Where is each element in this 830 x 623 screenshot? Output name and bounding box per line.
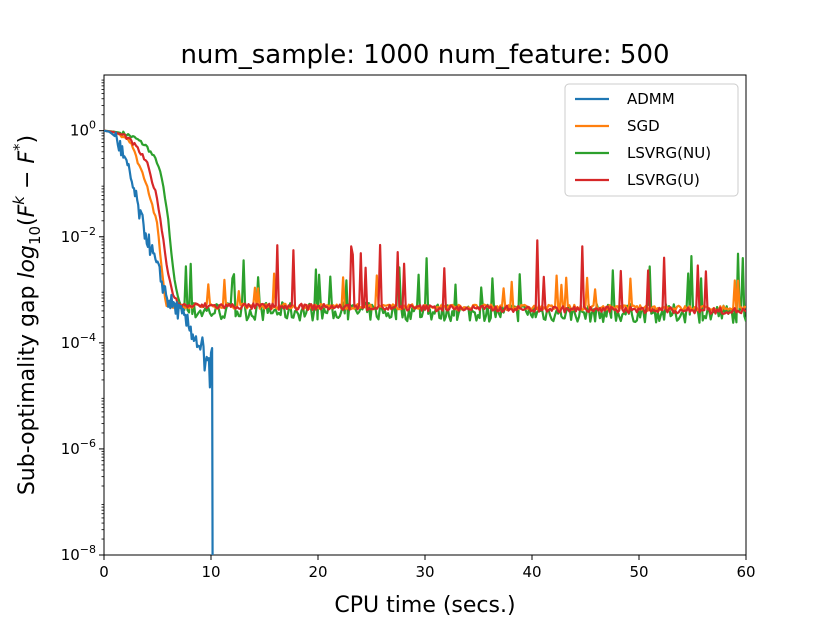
x-tick-label: 30: [415, 563, 434, 581]
y-tick-label: 10−4: [61, 331, 96, 352]
x-tick-label: 40: [522, 563, 541, 581]
chart-title: num_sample: 1000 num_feature: 500: [180, 40, 669, 70]
legend-entry: ADMM: [627, 90, 675, 108]
series-line-admm: [104, 129, 214, 555]
x-tick-label: 20: [308, 563, 327, 581]
y-tick-label: 10−2: [61, 225, 96, 246]
y-axis-label-prefix: Sub-optimality gap: [15, 279, 40, 496]
x-tick-label: 60: [736, 563, 755, 581]
y-axis-label-math: log: [15, 245, 40, 279]
y-tick-label: 10−6: [61, 437, 96, 458]
x-tick-label: 50: [629, 563, 648, 581]
legend-box: [564, 83, 739, 197]
y-tick-label: 100: [70, 119, 96, 140]
series-layer: [104, 129, 746, 555]
x-tick-label: 10: [201, 563, 220, 581]
legend-entry: LSVRG(U): [627, 171, 700, 189]
y-tick-label: 10−8: [61, 543, 96, 564]
series-line-lsvrgu: [104, 129, 746, 315]
y-axis-label: Sub-optimality gap log10(Fk − F*): [10, 135, 44, 495]
legend: ADMM SGD LSVRG(NU) LSVRG(U): [564, 83, 739, 197]
x-tick-label: 0: [99, 563, 109, 581]
x-axis-label: CPU time (secs.): [334, 593, 515, 618]
legend-entry: SGD: [627, 117, 660, 135]
ticks-layer: 0 10 20 30 40 50 60 100 10−2 10−4 10−6 10−8: [61, 79, 756, 581]
legend-entry: LSVRG(NU): [627, 144, 711, 162]
